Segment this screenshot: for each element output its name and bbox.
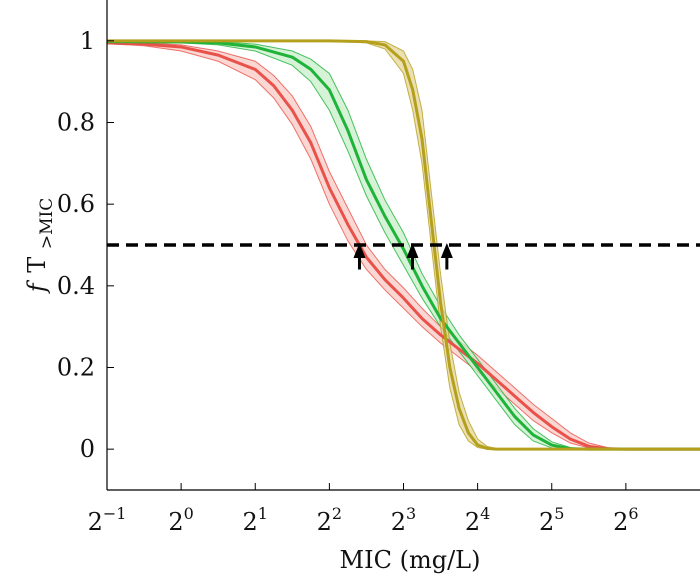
- x-tick-label: 25: [539, 504, 564, 536]
- x-tick-label: 24: [465, 504, 490, 536]
- y-tick-labels: 0 0.2 0.4 0.6 0.8 1: [57, 27, 95, 463]
- y-tick-label: 1: [80, 27, 95, 55]
- y-tick-label: 0.4: [57, 272, 95, 300]
- series-0-band-lower-edge: [107, 43, 700, 450]
- x-axis-title: MIC (mg/L): [340, 546, 481, 574]
- series-1-band-lower-edge: [107, 41, 700, 450]
- series-2-line: [107, 39, 700, 451]
- arrow-1-head: [406, 242, 419, 258]
- y-tick-label: 0.8: [57, 109, 95, 137]
- y-tick-label: 0: [80, 435, 95, 463]
- x-tick-label: 20: [168, 504, 193, 536]
- x-tick-label: 26: [613, 504, 638, 536]
- x-tick-label: 21: [243, 504, 268, 536]
- y-axis-title: f T >MIC: [23, 198, 57, 295]
- y-tick-label: 0.2: [57, 354, 95, 382]
- axes: [106, 0, 700, 491]
- y-axis-title-subscript: >MIC: [37, 198, 57, 249]
- svg-text:f T >MIC: f T >MIC: [23, 198, 57, 295]
- y-tick-label: 0.6: [57, 190, 95, 218]
- arrow-0-head: [353, 242, 366, 258]
- x-tick-labels: 2−1 20 21 22 23 24 25 26: [88, 504, 639, 536]
- y-axis-title-main: T: [23, 257, 51, 273]
- series-0-line: [107, 41, 700, 451]
- x-tick-label: 2−1: [88, 504, 127, 536]
- series-0-band-upper-edge: [107, 41, 700, 450]
- x-tick-label: 23: [391, 504, 416, 536]
- y-axis-title-prefix: f: [23, 279, 51, 294]
- x-tick-label: 22: [317, 504, 342, 536]
- arrow-annotations: [353, 242, 453, 270]
- arrow-2-head: [440, 242, 453, 258]
